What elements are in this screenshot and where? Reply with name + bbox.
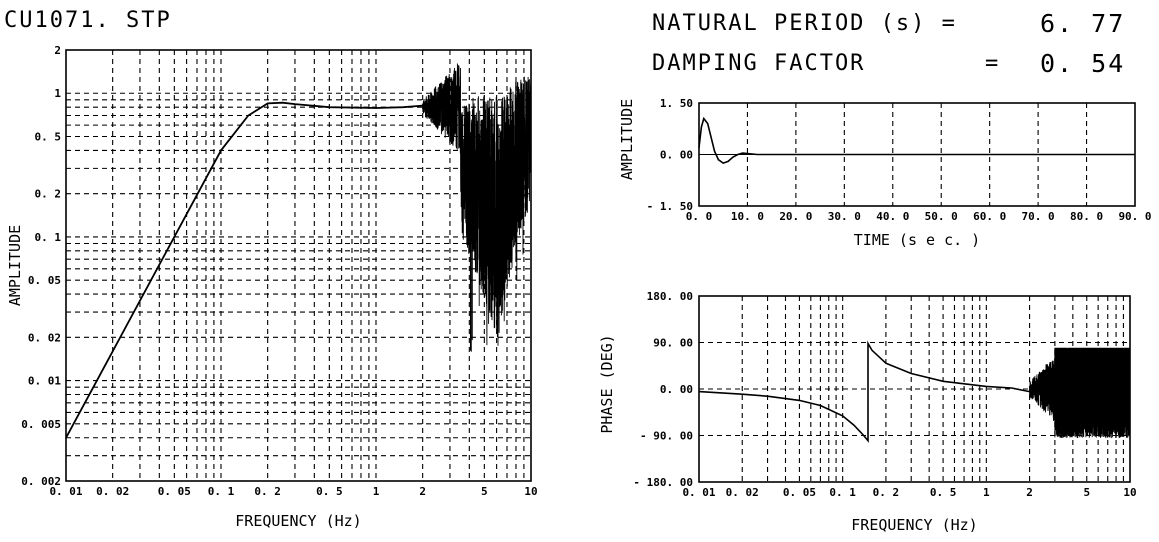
impulse-series-line bbox=[698, 116, 1135, 164]
y-tick-label: 0. 00 bbox=[660, 383, 693, 396]
x-tick-label: 0. 1 bbox=[208, 485, 235, 498]
x-tick-label: 5 bbox=[1083, 486, 1090, 499]
phase-spectrum-chart: 0. 01 0. 02 0. 05 0. 1 0. 2 0. 5 1 2 5 10 180. 00 9… bbox=[598, 290, 1137, 534]
x-tick-label: 5 bbox=[481, 485, 488, 498]
x-tick-label: 40. 0 bbox=[876, 210, 909, 223]
x-axis-label: TIME (s e c. ) bbox=[854, 231, 980, 249]
x-tick-label: 0. 2 bbox=[873, 486, 900, 499]
damping-equals-sign: = bbox=[985, 51, 1000, 76]
phase-series-line bbox=[698, 340, 1030, 443]
x-tick-label: 10. 0 bbox=[731, 210, 764, 223]
y-tick-label: 0. 002 bbox=[21, 475, 61, 488]
phase-noise-trace bbox=[1029, 347, 1131, 439]
x-tick-label: 60. 0 bbox=[973, 210, 1006, 223]
y-tick-label: 0. 1 bbox=[35, 231, 62, 244]
x-tick-label: 10 bbox=[524, 485, 537, 498]
y-tick-label: - 1. 50 bbox=[647, 200, 693, 213]
x-tick-label: 2 bbox=[419, 485, 426, 498]
x-tick-label: 0. 01 bbox=[682, 486, 715, 499]
x-tick-label: 10 bbox=[1123, 486, 1136, 499]
x-tick-label: 2 bbox=[1026, 486, 1033, 499]
x-tick-label: 0. 5 bbox=[316, 485, 343, 498]
amplitude-spectrum-chart: 0. 01 0. 02 0. 05 0. 1 0. 2 0. 5 1 2 5 10 2 1 0. 5 0.… bbox=[6, 44, 538, 530]
x-tick-label: 20. 0 bbox=[779, 210, 812, 223]
amplitude-plot-frame bbox=[65, 49, 532, 482]
damping-factor-value: 0. 54 bbox=[1040, 49, 1125, 78]
y-tick-label: 1 bbox=[54, 87, 61, 100]
x-tick-label: 0. 01 bbox=[49, 485, 82, 498]
x-tick-label: 1 bbox=[373, 485, 380, 498]
natural-period-label: NATURAL PERIOD (s) = bbox=[652, 11, 957, 36]
y-tick-label: 0. 00 bbox=[660, 149, 693, 162]
x-tick-label: 0. 5 bbox=[930, 486, 957, 499]
x-tick-label: 0. 1 bbox=[829, 486, 856, 499]
y-axis-label: AMPLITUDE bbox=[6, 225, 24, 306]
y-tick-label: - 90. 00 bbox=[640, 430, 693, 443]
damping-factor-label: DAMPING FACTOR bbox=[652, 51, 865, 76]
x-tick-label: 0. 05 bbox=[783, 486, 816, 499]
x-tick-label: 0. 02 bbox=[726, 486, 759, 499]
y-tick-label: 2 bbox=[54, 44, 61, 57]
y-tick-label: 0. 2 bbox=[35, 188, 62, 201]
y-tick-label: 180. 00 bbox=[647, 290, 693, 303]
y-tick-label: 90. 00 bbox=[653, 337, 693, 350]
x-tick-label: 0. 05 bbox=[158, 485, 191, 498]
amplitude-noise-trace bbox=[422, 63, 532, 352]
x-tick-label: 80. 0 bbox=[1070, 210, 1103, 223]
y-tick-label: - 180. 00 bbox=[633, 476, 693, 489]
x-tick-label: 90. 0 bbox=[1118, 210, 1151, 223]
file-title: CU1071. STP bbox=[4, 8, 172, 33]
x-tick-label: 50. 0 bbox=[925, 210, 958, 223]
y-axis-label: AMPLITUDE bbox=[618, 99, 636, 180]
y-tick-label: 1. 50 bbox=[660, 97, 693, 110]
x-tick-label: 0. 0 bbox=[686, 210, 713, 223]
y-tick-label: 0. 02 bbox=[28, 331, 61, 344]
x-tick-label: 0. 02 bbox=[96, 485, 129, 498]
y-tick-label: 0. 5 bbox=[35, 130, 62, 143]
natural-period-value: 6. 77 bbox=[1040, 9, 1125, 38]
impulse-response-chart: 0. 0 10. 0 20. 0 30. 0 40. 0 50. 0 60. 0 70. 0 8… bbox=[618, 97, 1152, 249]
y-tick-label: 0. 005 bbox=[21, 418, 61, 431]
y-tick-label: 0. 05 bbox=[28, 274, 61, 287]
x-tick-label: 30. 0 bbox=[828, 210, 861, 223]
x-tick-label: 0. 2 bbox=[254, 485, 281, 498]
y-tick-label: 0. 01 bbox=[28, 375, 61, 388]
y-axis-label: PHASE (DEG) bbox=[598, 334, 616, 433]
x-tick-label: 70. 0 bbox=[1022, 210, 1055, 223]
x-axis-label: FREQUENCY (Hz) bbox=[851, 516, 977, 534]
x-tick-label: 1 bbox=[983, 486, 990, 499]
amplitude-series-line bbox=[65, 101, 423, 439]
x-axis-label: FREQUENCY (Hz) bbox=[235, 512, 361, 530]
